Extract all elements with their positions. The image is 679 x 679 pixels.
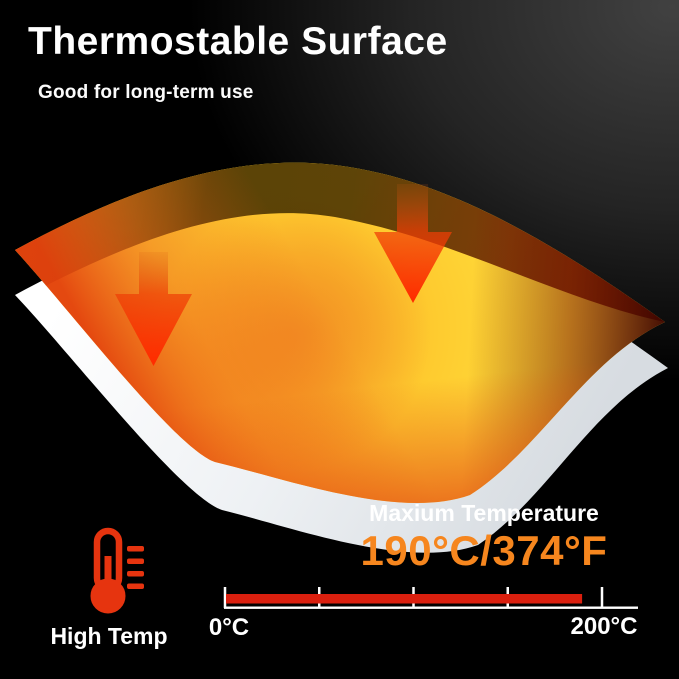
temperature-scale: [223, 587, 638, 609]
scale-tick: [600, 587, 604, 608]
scale-max-label: 200°C: [570, 613, 638, 640]
scale-tick: [223, 587, 227, 608]
high-temp-label: High Temp: [50, 623, 168, 649]
scale-fill-bar: [226, 594, 583, 604]
heated-sheet-shape: [15, 162, 665, 503]
scale-baseline: [224, 606, 638, 609]
page-subtitle: Good for long-term use: [38, 82, 254, 103]
scale-min-label: 0°C: [208, 614, 250, 641]
max-temp-label: Maxium Temperature: [369, 500, 599, 526]
down-arrow-icon-left: [115, 252, 192, 366]
page-title: Thermostable Surface: [28, 20, 448, 63]
down-arrow-icon-right: [374, 184, 452, 303]
max-temp-value: 190°C/374°F: [360, 527, 608, 574]
thermometer-icon: [90, 527, 144, 614]
